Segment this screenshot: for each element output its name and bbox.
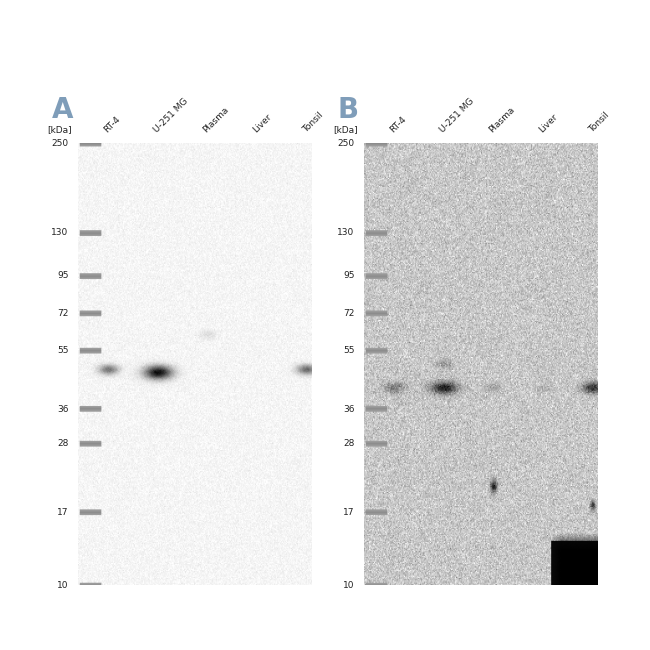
Text: 10: 10: [343, 580, 355, 590]
Text: 36: 36: [343, 404, 355, 413]
Text: 250: 250: [51, 138, 69, 148]
Text: 17: 17: [343, 508, 355, 517]
Text: Tonsil: Tonsil: [587, 110, 611, 134]
Text: 28: 28: [57, 439, 69, 448]
Text: 250: 250: [337, 138, 355, 148]
Text: 130: 130: [337, 228, 355, 237]
Text: 55: 55: [57, 346, 69, 356]
Text: [kDa]: [kDa]: [333, 125, 358, 135]
Text: Liver: Liver: [252, 112, 274, 134]
Text: 72: 72: [343, 309, 355, 318]
Text: U-251 MG: U-251 MG: [438, 96, 476, 134]
Text: RT-4: RT-4: [102, 114, 122, 134]
Text: 36: 36: [57, 404, 69, 413]
Text: Plasma: Plasma: [488, 105, 517, 134]
Text: 72: 72: [57, 309, 69, 318]
Text: 130: 130: [51, 228, 69, 237]
Text: Tonsil: Tonsil: [301, 110, 325, 134]
Text: Plasma: Plasma: [202, 105, 231, 134]
Text: B: B: [338, 96, 359, 124]
Text: [kDa]: [kDa]: [47, 125, 72, 135]
Text: Liver: Liver: [538, 112, 560, 134]
Text: 28: 28: [343, 439, 355, 448]
Text: U-251 MG: U-251 MG: [152, 96, 190, 134]
Text: 17: 17: [57, 508, 69, 517]
Text: 55: 55: [343, 346, 355, 356]
Text: 10: 10: [57, 580, 69, 590]
Text: RT-4: RT-4: [388, 114, 408, 134]
Text: 95: 95: [343, 271, 355, 280]
Text: 95: 95: [57, 271, 69, 280]
Text: A: A: [52, 96, 73, 124]
